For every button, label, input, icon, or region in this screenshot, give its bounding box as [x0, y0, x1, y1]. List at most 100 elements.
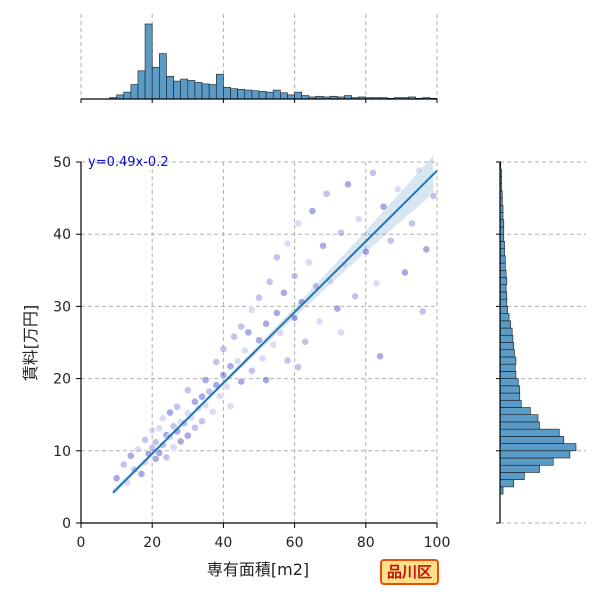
axes [76, 98, 501, 528]
x-tick-label: 0 [77, 535, 86, 551]
right-hist-bar [499, 298, 508, 307]
top-hist-bar [237, 89, 246, 100]
scatter-point [141, 436, 149, 444]
right-hist-bar [499, 349, 515, 358]
scatter-point [333, 304, 342, 313]
scatter-point [272, 253, 281, 262]
y-tick-label: 40 [53, 227, 71, 243]
scatter-point [169, 443, 178, 452]
scatter-point [180, 419, 189, 428]
right-hist-bar [499, 450, 571, 459]
scatter-point [230, 332, 238, 341]
scatter-point [422, 245, 431, 254]
scatter-point [272, 308, 281, 317]
right-hist-bar [499, 277, 508, 286]
top-hist-bar [280, 92, 288, 100]
regression-equation: y=0.49x-0.2 [88, 155, 169, 170]
scatter-point [201, 376, 210, 384]
scatter-point [173, 402, 182, 411]
top-hist-bar [272, 89, 281, 100]
scatter-point [354, 215, 363, 223]
regression-line-path [112, 169, 438, 494]
right-hist-bar [499, 320, 511, 329]
top-hist-bar [258, 91, 267, 100]
top-hist-bar [201, 83, 210, 100]
right-hist-bar [499, 385, 521, 394]
right-hist-bar [499, 407, 531, 416]
scatter-point [240, 346, 249, 355]
x-tick-label: 100 [424, 535, 451, 551]
top-hist-bar [123, 91, 132, 100]
x-axis-label: 専有面積[m2] [207, 560, 309, 579]
scatter-point [155, 449, 164, 457]
top-histogram [109, 23, 438, 100]
scatter-point [158, 414, 167, 423]
right-histogram [499, 161, 577, 495]
y-tick-label: 30 [53, 299, 71, 315]
scatter-point [247, 306, 256, 314]
scatter-point [429, 192, 438, 200]
top-hist-bar [223, 87, 231, 100]
right-hist-bar [499, 342, 514, 351]
right-hist-bar [499, 472, 525, 480]
top-hist-bar [116, 94, 125, 100]
scatter-point [183, 431, 192, 440]
scatter-point [219, 371, 228, 379]
scatter-point [344, 180, 352, 189]
top-hist-bar [130, 84, 139, 100]
right-hist-bar [499, 392, 521, 401]
scatter-point [283, 239, 292, 248]
top-hist-bar [180, 78, 189, 100]
top-hist-bar [251, 90, 260, 100]
scatter-point [112, 474, 121, 483]
scatter-point [237, 322, 246, 331]
right-hist-bar [499, 371, 517, 379]
scatter-point [223, 382, 231, 391]
x-tick-label: 20 [143, 535, 161, 551]
right-hist-bar [499, 269, 507, 278]
scatter-point [198, 417, 206, 426]
top-hist-bar [144, 23, 153, 100]
top-hist-bar [244, 89, 253, 100]
right-hist-bar [499, 399, 522, 408]
right-hist-bar [499, 255, 506, 264]
right-hist-bar [499, 248, 505, 257]
right-hist-bar [499, 313, 510, 322]
scatter-point [137, 470, 146, 478]
scatter-point [130, 465, 139, 474]
top-hist-bar [215, 73, 224, 100]
scatter-point [322, 189, 331, 198]
scatter-point [308, 207, 317, 215]
scatter-point [155, 424, 164, 433]
scatter-point [408, 219, 416, 228]
scatter-point [191, 397, 199, 406]
y-tick-label: 10 [53, 444, 71, 460]
scatter-point [151, 438, 160, 447]
scatter-point [319, 241, 327, 250]
scatter-point [126, 451, 135, 460]
right-hist-bar [499, 428, 560, 437]
scatter-point [393, 185, 402, 194]
right-hist-bar [499, 291, 508, 300]
scatter-point [290, 314, 299, 322]
top-hist-bar [187, 80, 196, 100]
scatter-point [340, 260, 349, 269]
scatter-point [191, 423, 199, 432]
scatter-point [215, 392, 224, 400]
y-tick-labels: 0 10 20 30 40 50 [53, 155, 71, 532]
scatter-point [205, 387, 214, 396]
scatter-point [244, 328, 253, 337]
scatter-point [401, 268, 409, 277]
scatter-point [158, 441, 167, 449]
scatter-point [269, 340, 278, 349]
right-hist-bar [499, 363, 516, 372]
top-hist-bar [137, 70, 146, 100]
right-hist-bar [499, 421, 540, 430]
scatter-point [265, 277, 274, 286]
right-hist-bar [499, 378, 519, 387]
regression-line [112, 169, 438, 494]
right-hist-bar [499, 334, 514, 343]
scatter-point [290, 272, 299, 280]
y-axis-label: 賃料[万円] [21, 305, 40, 382]
